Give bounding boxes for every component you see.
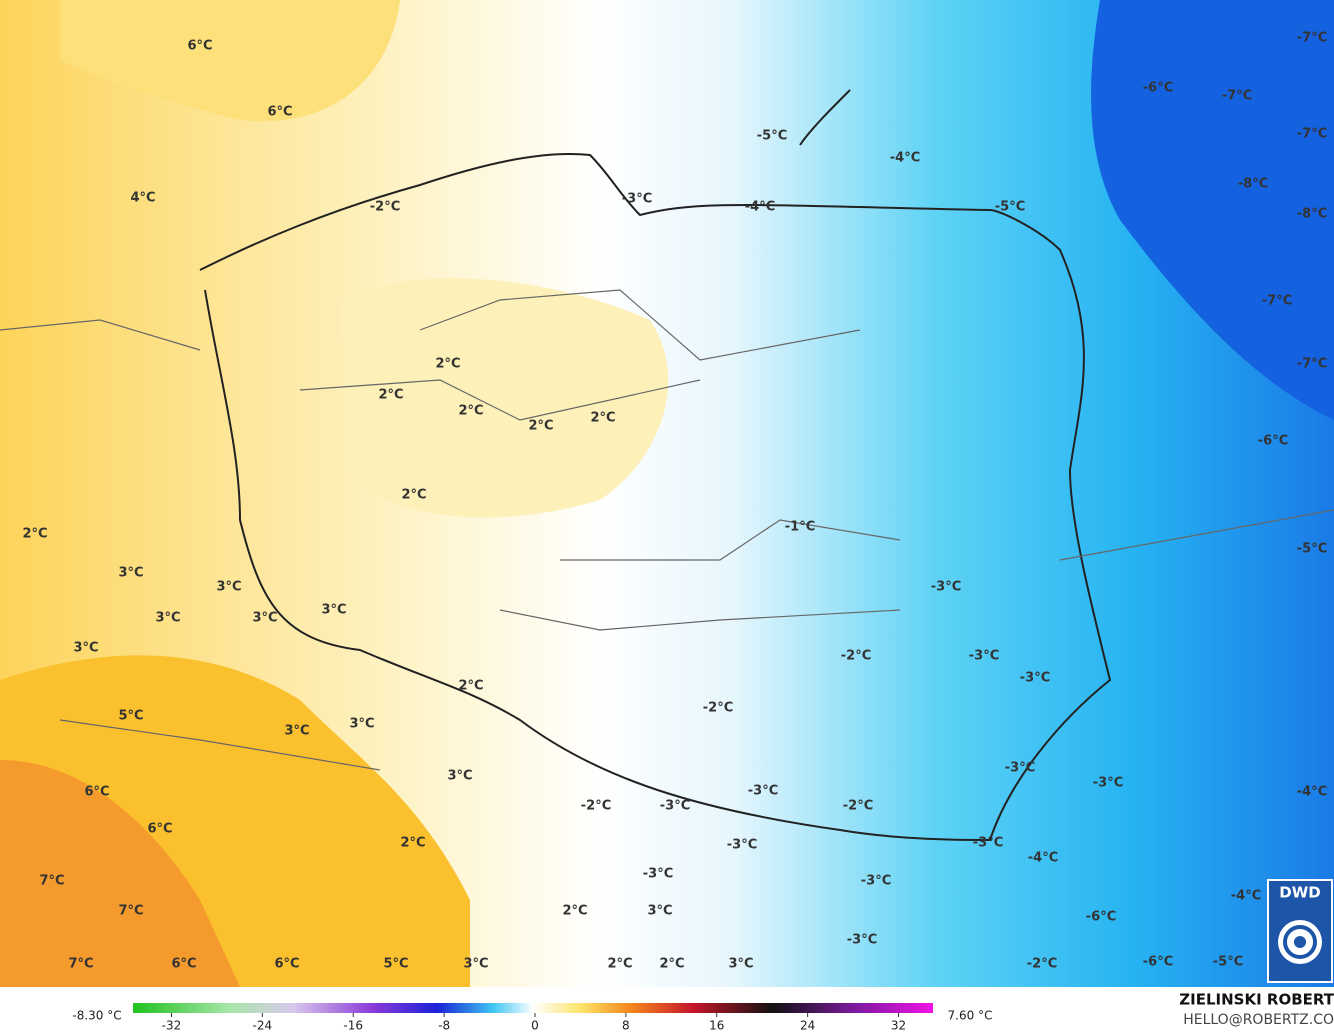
temperature-label: -3°C [1005,761,1035,776]
temperature-label: 6°C [267,105,292,120]
temperature-label: 7°C [68,957,93,972]
colorbar-tick-label: 8 [622,1019,630,1033]
temperature-label: -4°C [745,200,775,215]
temperature-label: 3°C [216,580,241,595]
temperature-label: 2°C [607,957,632,972]
temperature-label: -6°C [1258,434,1288,449]
colorbar-tick-label: -16 [343,1019,363,1033]
temperature-label: 6°C [147,822,172,837]
temperature-label: -3°C [973,836,1003,851]
temperature-label: -2°C [841,649,871,664]
colorbar-scale [133,1003,933,1013]
colorbar-tick-label: 32 [891,1019,906,1033]
temperature-label: -4°C [1231,889,1261,904]
warm-zone [0,760,240,987]
temperature-label: -3°C [969,649,999,664]
temperature-label: -3°C [931,580,961,595]
temperature-label: -3°C [660,799,690,814]
temperature-label: -4°C [1297,785,1327,800]
colorbar-tick-label: -32 [162,1019,182,1033]
temperature-label: -5°C [1297,542,1327,557]
temperature-label: 2°C [458,404,483,419]
temperature-label: 3°C [463,957,488,972]
temperature-label: 6°C [171,957,196,972]
temperature-label: 3°C [349,717,374,732]
temperature-label: 3°C [728,957,753,972]
temperature-label: -5°C [995,200,1025,215]
temperature-label: -3°C [1093,776,1123,791]
temperature-label: -3°C [643,867,673,882]
temperature-label: -6°C [1143,955,1173,970]
temperature-label: 7°C [39,874,64,889]
logo-text: DWD [1279,884,1320,902]
temperature-label: 2°C [528,419,553,434]
temperature-label: -2°C [843,799,873,814]
temperature-label: -3°C [748,784,778,799]
temperature-label: 3°C [73,641,98,656]
colorbar-max: 7.60 °C [948,1009,993,1023]
temperature-label: 2°C [401,488,426,503]
temperature-label: 2°C [435,357,460,372]
temperature-label: 2°C [659,957,684,972]
warm-zone [340,278,669,518]
temperature-label: -8°C [1238,177,1268,192]
colorbar-tick-label: 16 [709,1019,724,1033]
dwd-logo: DWD [1267,879,1333,983]
temperature-label: 5°C [118,709,143,724]
colorbar: -32 -24 -16 -8 0 8 16 24 32 [133,1003,933,1033]
temperature-label: 3°C [118,566,143,581]
temperature-label: 3°C [321,603,346,618]
temperature-label: -7°C [1222,89,1252,104]
temperature-label: -3°C [861,874,891,889]
temperature-label: 2°C [458,679,483,694]
contact: HELLO@ROBERTZ.CO [1183,1012,1334,1028]
temperature-label: -8°C [1297,207,1327,222]
colorbar-tick-label: -8 [438,1019,450,1033]
temperature-label: 2°C [378,388,403,403]
temperature-label: -2°C [1027,957,1057,972]
colorbar-tick-label: -24 [253,1019,273,1033]
temperature-label: 3°C [284,724,309,739]
temperature-label: 2°C [400,836,425,851]
temperature-label: 2°C [590,411,615,426]
temperature-label: -6°C [1086,910,1116,925]
colorbar-tick-label: 0 [531,1019,539,1033]
temperature-label: -2°C [703,701,733,716]
colorbar-tick-label: 24 [800,1019,815,1033]
temperature-label: -3°C [622,192,652,207]
temperature-label: -7°C [1297,127,1327,142]
warm-zone [60,0,400,122]
temperature-label: 2°C [22,527,47,542]
cold-zone [1091,0,1334,420]
temperature-label: 2°C [562,904,587,919]
temperature-label: -3°C [727,838,757,853]
temperature-label: 5°C [383,957,408,972]
temperature-label: -7°C [1262,294,1292,309]
temperature-label: -4°C [1028,851,1058,866]
temperature-label: -5°C [757,129,787,144]
temperature-label: -6°C [1143,81,1173,96]
temperature-label: 3°C [447,769,472,784]
temperature-label: 3°C [647,904,672,919]
colorbar-min: -8.30 °C [72,1009,121,1023]
temperature-label: -3°C [847,933,877,948]
temperature-label: 6°C [274,957,299,972]
temperature-label: 3°C [252,611,277,626]
temperature-label: -4°C [890,151,920,166]
author: ZIELINSKI ROBERT [1179,991,1334,1009]
temperature-label: 7°C [118,904,143,919]
temperature-label: 3°C [155,611,180,626]
temperature-label: -2°C [370,200,400,215]
temperature-label: -1°C [785,520,815,535]
temperature-label: -5°C [1213,955,1243,970]
temperature-label: -3°C [1020,671,1050,686]
temperature-label: -7°C [1297,357,1327,372]
temperature-label: 6°C [84,785,109,800]
temperature-label: 4°C [130,191,155,206]
temperature-label: -7°C [1297,31,1327,46]
temperature-label: 6°C [187,39,212,54]
temperature-label: -2°C [581,799,611,814]
